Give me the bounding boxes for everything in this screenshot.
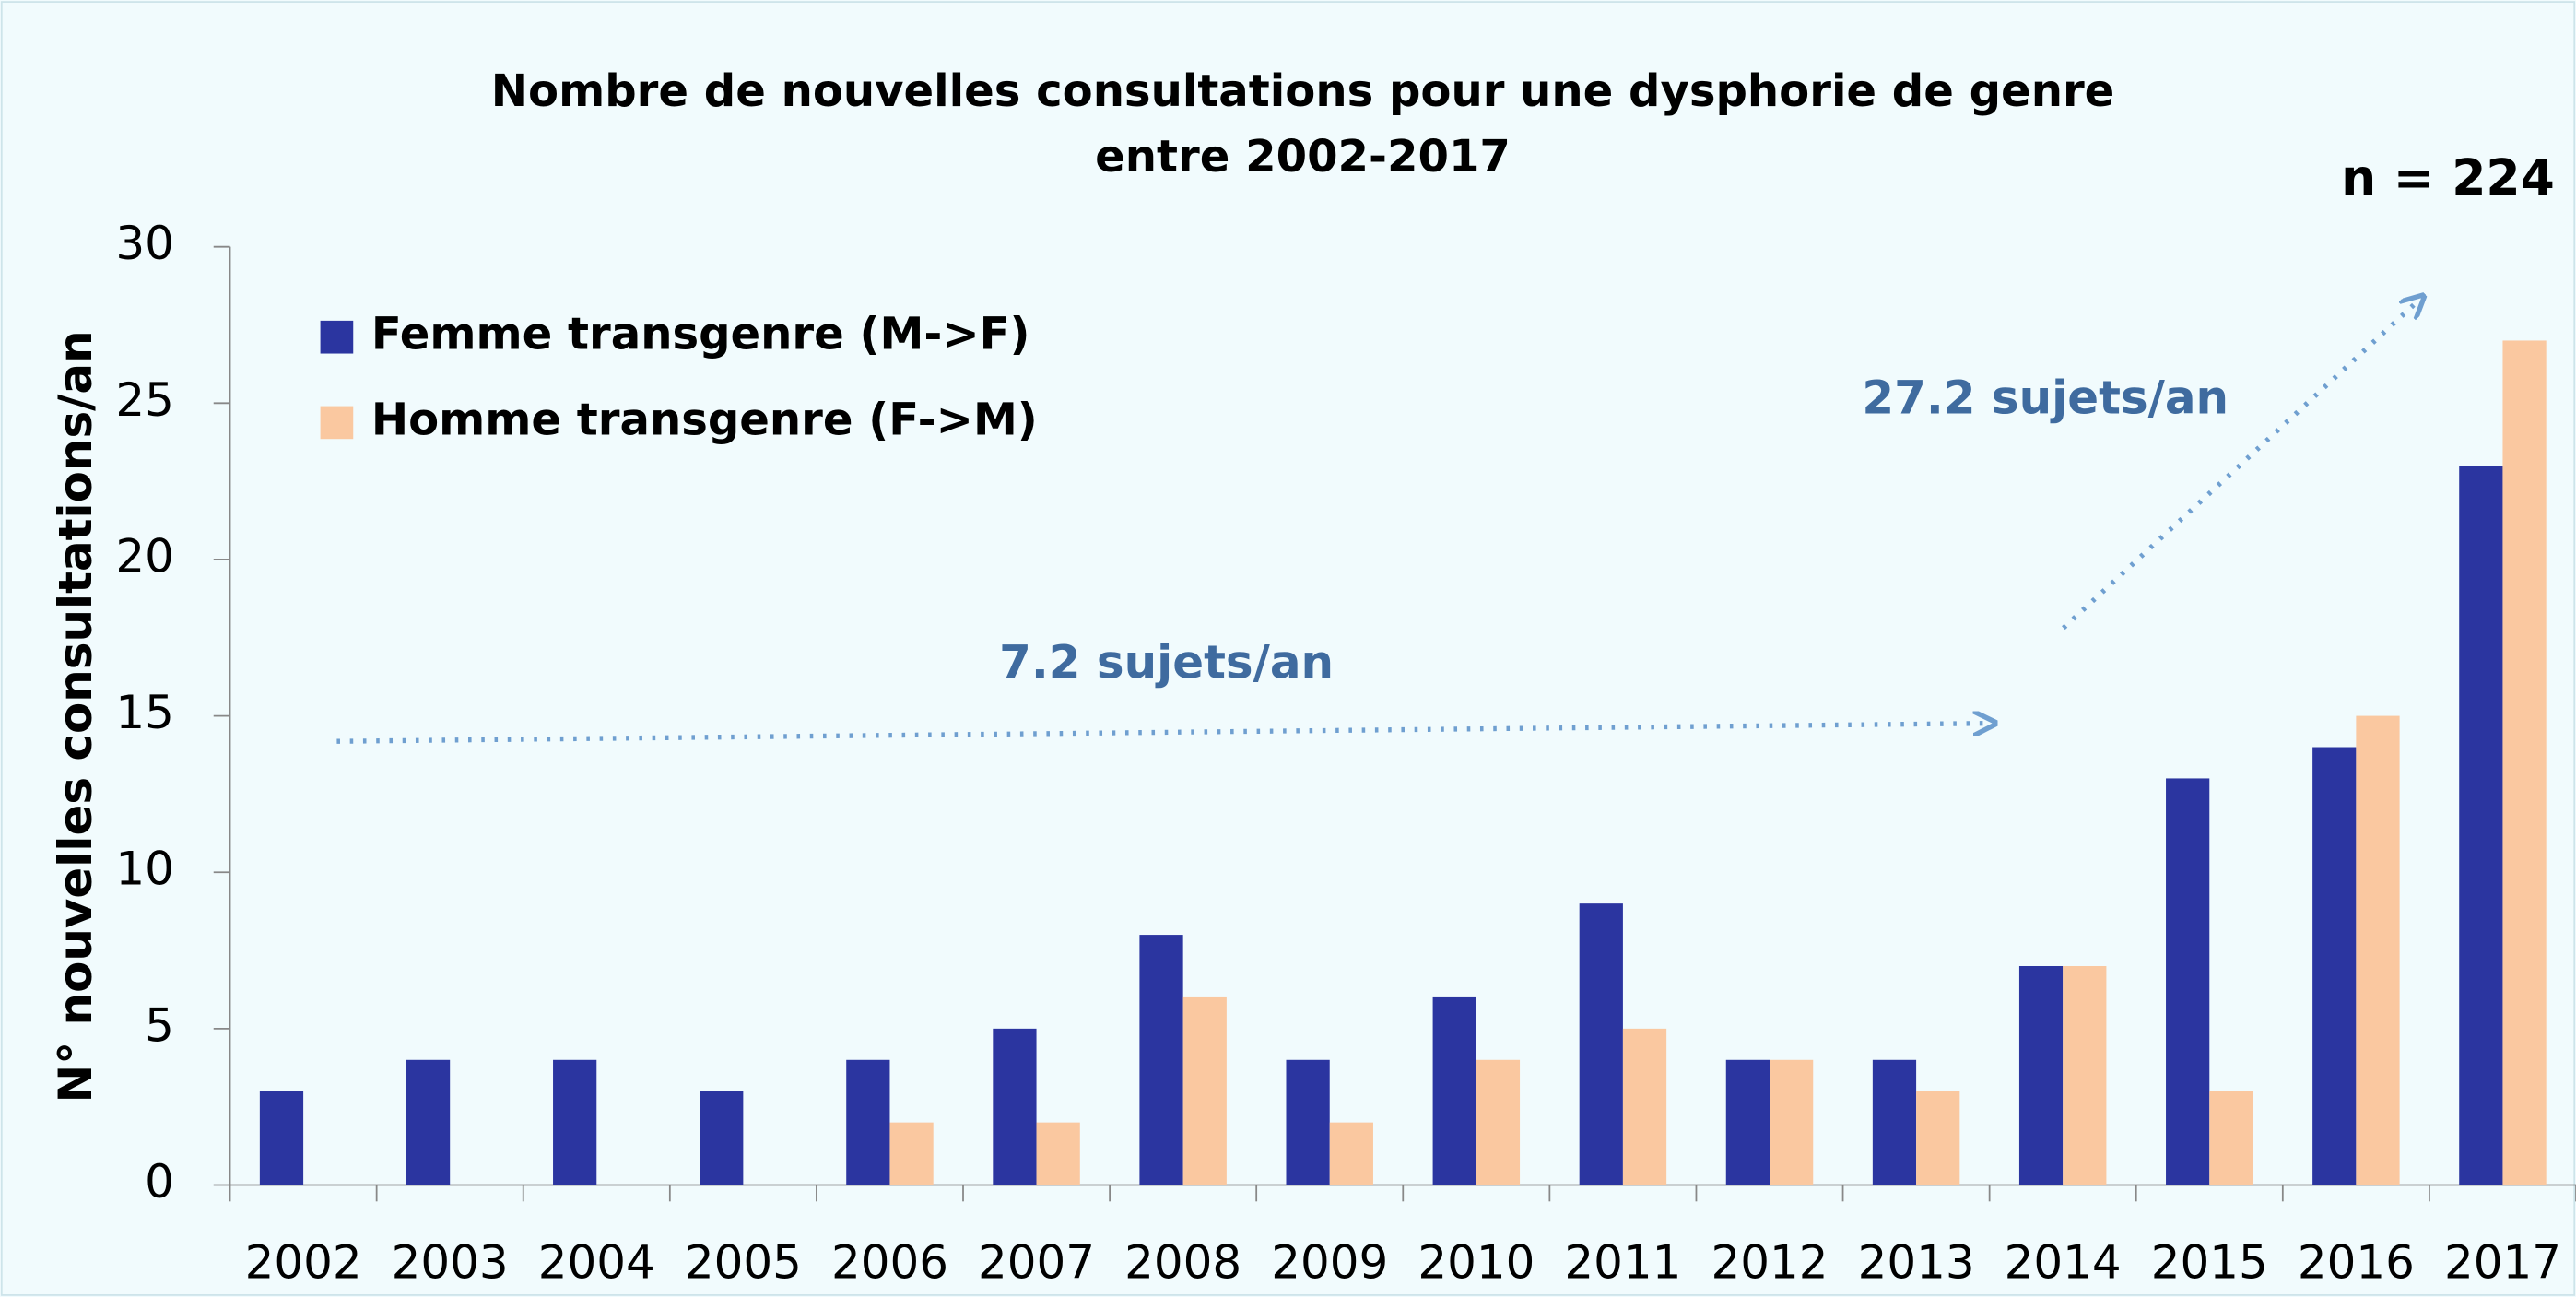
rate-annotation: 27.2 sujets/an: [1862, 371, 2229, 425]
bar: [2063, 966, 2107, 1185]
trend-arrow: [336, 724, 1993, 744]
bar: [1036, 1122, 1080, 1185]
x-tick-label: 2016: [2298, 1235, 2415, 1289]
y-tick-label: 20: [115, 529, 174, 583]
x-tick-label: 2007: [978, 1235, 1095, 1289]
bar: [889, 1122, 934, 1185]
x-tick-label: 2003: [392, 1235, 509, 1289]
x-tick-label: 2014: [2005, 1235, 2122, 1289]
x-tick-label: 2004: [538, 1235, 655, 1289]
chart-subtitle: entre 2002-2017: [1095, 131, 1511, 183]
y-tick-label: 30: [115, 217, 174, 270]
y-tick-label: 25: [115, 373, 174, 427]
bar: [700, 1091, 744, 1185]
x-tick-label: 2009: [1271, 1235, 1388, 1289]
bar: [1139, 935, 1183, 1185]
x-tick-label: 2006: [831, 1235, 948, 1289]
y-tick-label: 5: [145, 998, 174, 1052]
bar: [1432, 996, 1476, 1185]
x-tick-label: 2008: [1124, 1235, 1241, 1289]
trend-arrow: [2062, 298, 2422, 631]
bar: [1622, 1028, 1667, 1185]
x-tick-label: 2005: [685, 1235, 802, 1289]
bar: [1725, 1059, 1770, 1185]
y-axis-label: N° nouvelles consultations/an: [49, 330, 102, 1102]
rate-annotation: 7.2 sujets/an: [999, 636, 1334, 690]
bar: [846, 1059, 890, 1185]
legend-swatch: [320, 406, 354, 440]
x-tick-label: 2011: [1564, 1235, 1681, 1289]
bar: [1476, 1059, 1521, 1185]
chart-title: Nombre de nouvelles consultations pour u…: [491, 65, 2115, 117]
bar: [1872, 1059, 1917, 1185]
bar: [993, 1028, 1037, 1185]
x-tick-label: 2015: [2151, 1235, 2268, 1289]
x-tick-label: 2013: [1858, 1235, 1975, 1289]
x-tick-label: 2002: [245, 1235, 362, 1289]
y-tick-label: 10: [115, 843, 174, 896]
bar: [553, 1059, 597, 1185]
x-tick-label: 2010: [1417, 1235, 1535, 1289]
legend-swatch: [320, 320, 354, 354]
bar: [2166, 778, 2210, 1185]
bar: [1182, 996, 1227, 1185]
y-tick-label: 0: [145, 1155, 174, 1209]
total-annotation: n = 224: [2341, 148, 2555, 206]
x-tick-label: 2017: [2444, 1235, 2561, 1289]
bar: [1579, 903, 1623, 1185]
bar: [2209, 1091, 2253, 1185]
bar: [2312, 747, 2357, 1185]
bar: [1286, 1059, 1330, 1185]
bar: [2459, 466, 2503, 1185]
legend-label: Homme transgenre (F->M): [371, 394, 1038, 445]
bar: [1329, 1122, 1373, 1185]
bar: [259, 1091, 304, 1185]
bar: [2356, 715, 2400, 1185]
legend-label: Femme transgenre (M->F): [371, 309, 1030, 360]
bar: [1770, 1059, 1814, 1185]
bar: [1916, 1091, 1960, 1185]
x-tick-label: 2012: [1711, 1235, 1828, 1289]
bar: [2018, 966, 2064, 1185]
bar: [406, 1059, 451, 1185]
bar: [2502, 340, 2547, 1185]
y-tick-label: 15: [115, 686, 174, 739]
